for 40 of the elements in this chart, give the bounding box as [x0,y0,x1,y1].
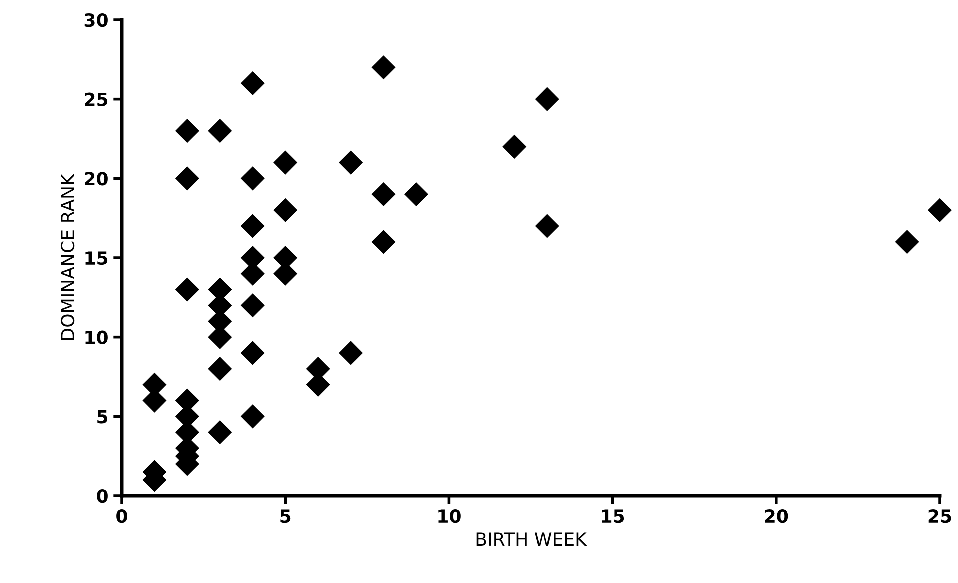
point [175,119,200,144]
point [535,214,560,238]
point [240,341,265,366]
point [339,341,364,366]
point [240,166,265,191]
point [240,214,265,238]
point [240,294,265,318]
y-tick-label: 20 [85,172,108,186]
point [404,182,429,207]
point [208,420,232,445]
point [240,71,265,96]
point [208,119,232,144]
point [535,87,560,112]
x-tick-label: 0 [116,510,128,524]
point [372,230,396,254]
point [274,150,298,175]
x-tick-label: 10 [438,510,461,524]
x-tick-label: 25 [928,510,952,524]
point [240,404,265,429]
y-tick-label: 25 [85,92,108,106]
point [175,278,200,302]
point [895,230,920,254]
point [372,56,396,80]
y-tick-label: 5 [98,410,108,424]
x-axis-title: BIRTH WEEK [476,532,588,546]
point [274,198,298,222]
point [502,134,527,159]
x-tick-label: 15 [602,510,624,524]
x-tick-label: 5 [280,510,291,524]
point [372,182,396,207]
y-tick-label: 10 [86,330,108,344]
point [928,198,952,222]
point [339,150,364,175]
y-tick-label: 30 [84,13,108,28]
y-axis-title: DOMINANCE RANK [60,174,75,340]
point [175,166,200,191]
x-tick-label: 20 [765,510,788,524]
y-tick-label: 0 [97,489,108,504]
point [208,357,232,382]
y-tick-label: 15 [86,252,108,266]
